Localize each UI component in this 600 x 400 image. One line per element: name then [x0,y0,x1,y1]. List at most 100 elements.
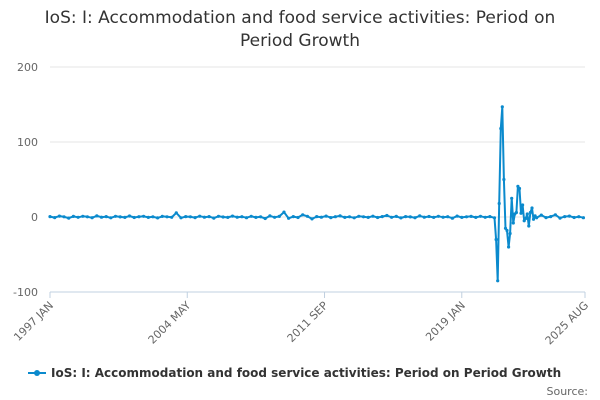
data-point [535,216,539,220]
data-point [496,279,500,283]
data-point [221,215,225,219]
data-point [174,211,178,215]
data-point [455,214,459,218]
data-point [287,216,291,220]
data-point [497,201,501,206]
data-point [549,215,553,219]
data-point [544,216,548,220]
legend-label: IoS: I: Accommodation and food service a… [51,366,561,380]
data-point [291,215,295,219]
data-point [530,206,534,210]
data-point [516,184,520,188]
data-point [170,215,174,219]
data-point [188,215,192,219]
chart-title: IoS: I: Accommodation and food service a… [45,8,556,51]
data-point [142,214,146,218]
data-point [301,213,305,217]
data-point [95,214,99,218]
chart-title-line-1: IoS: I: Accommodation and food service a… [45,8,556,28]
data-point [127,214,132,218]
data-point [315,215,319,219]
data-point [347,215,352,219]
data-point [394,214,398,218]
data-point [104,215,108,219]
data-point [366,215,370,219]
data-point [165,215,169,219]
data-point [441,215,445,219]
data-point [90,216,94,220]
data-point [507,245,511,249]
data-point [514,210,519,215]
data-point [524,216,528,221]
data-point [460,215,464,219]
data-point [436,214,440,218]
data-point [521,203,525,207]
data-point [432,215,436,219]
x-tick-label: 2025 AUG [543,299,592,348]
data-point [310,217,314,221]
data-point [109,216,113,220]
data-point [240,215,244,219]
x-tick-label: 2004 MAY [146,299,194,347]
data-point [329,216,333,220]
data-point [525,212,529,216]
data-point [352,216,356,220]
data-point [522,219,526,223]
data-point [488,215,492,219]
data-point [528,210,533,215]
data-point [230,214,235,218]
data-point [413,216,417,220]
data-point [216,214,221,218]
data-point [510,196,514,200]
data-point [563,215,567,219]
data-point [508,231,512,236]
data-point [99,215,104,219]
y-tick-label: 100 [17,136,38,149]
chart-title-line-2: Period Growth [240,31,360,51]
data-point [282,210,286,214]
y-tick-label: 200 [17,61,38,74]
data-point [581,216,586,220]
legend-marker-icon [34,370,40,376]
data-point [558,216,562,220]
x-tick-label: 2019 JAN [423,299,468,344]
data-point [371,214,375,218]
data-point [53,216,57,220]
data-point [249,214,253,218]
data-point [123,215,127,219]
data-point [151,215,155,219]
y-tick-label: 0 [31,211,38,224]
data-point [399,216,403,220]
data-point [146,215,150,219]
x-tick-label: 2011 SEP [285,299,331,345]
legend[interactable]: IoS: I: Accommodation and food service a… [28,366,561,380]
data-point [244,216,249,220]
data-point [338,214,342,218]
data-point [259,215,263,219]
data-point [212,216,216,220]
data-point [343,215,347,219]
data-point [319,215,323,219]
data-point [254,215,258,219]
data-point [577,215,581,219]
series-line [49,105,585,282]
data-point [376,215,380,220]
data-point [469,214,473,218]
data-point [263,216,267,221]
data-point [422,215,426,219]
data-point [137,215,141,219]
data-point [505,228,509,233]
data-point [446,215,450,219]
data-point [502,177,506,182]
data-point [156,216,160,220]
y-axis-ticks: 200 100 0 -100 [13,61,38,299]
data-point [478,214,483,218]
y-tick-label: -100 [13,286,38,299]
data-point [57,214,62,218]
data-point [539,213,543,217]
data-point [179,216,183,220]
data-point [71,214,75,218]
data-point [160,214,164,218]
x-axis-ticks: 1997 JAN 2004 MAY 2011 SEP 2019 JAN 2025 AUG [11,292,591,347]
